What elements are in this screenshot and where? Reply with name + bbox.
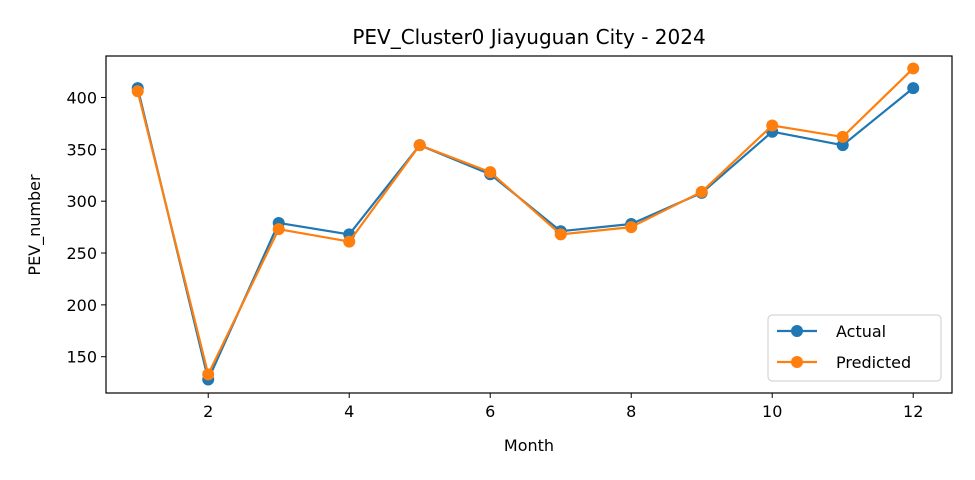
x-axis: 2 4 6 8 10 12 (203, 393, 923, 421)
y-tick-label: 350 (66, 140, 97, 159)
y-axis-title: PEV_number (25, 174, 45, 276)
legend-entry-actual: Actual (777, 322, 886, 341)
y-axis: 150 200 250 300 350 400 (66, 88, 106, 367)
plot-frame (105, 55, 953, 394)
legend-marker-actual (791, 325, 803, 337)
y-tick-label: 200 (66, 296, 97, 315)
x-tick-label: 10 (762, 402, 782, 421)
series-line-predicted (136, 67, 914, 376)
chart-title: PEV_Cluster0 Jiayuguan City - 2024 (352, 25, 705, 49)
data-point-predicted (484, 166, 497, 179)
data-point-predicted (131, 85, 144, 98)
data-point-predicted (766, 119, 779, 132)
series-layer (131, 62, 920, 386)
data-point-actual (836, 139, 849, 152)
data-point-predicted (272, 223, 285, 236)
legend-label-predicted: Predicted (836, 353, 911, 372)
y-tick-label: 150 (66, 348, 97, 367)
data-point-predicted (836, 130, 849, 143)
x-tick-label: 4 (344, 402, 354, 421)
data-point-predicted (343, 235, 356, 248)
legend-entry-predicted: Predicted (777, 353, 911, 372)
data-point-predicted (625, 221, 638, 234)
x-tick-label: 12 (903, 402, 923, 421)
data-point-predicted (907, 62, 920, 75)
x-axis-title: Month (504, 436, 554, 455)
y-tick-label: 400 (66, 88, 97, 107)
data-point-predicted (695, 185, 708, 198)
data-point-predicted (554, 228, 567, 241)
legend-label-actual: Actual (836, 322, 886, 341)
legend-marker-predicted (791, 356, 803, 368)
x-tick-label: 2 (203, 402, 213, 421)
legend: Actual Predicted (767, 314, 942, 382)
x-tick-label: 8 (626, 402, 636, 421)
x-tick-label: 6 (485, 402, 495, 421)
data-point-actual (907, 82, 920, 95)
y-tick-label: 250 (66, 244, 97, 263)
y-tick-label: 300 (66, 192, 97, 211)
data-point-predicted (202, 368, 215, 381)
data-point-predicted (413, 139, 426, 152)
